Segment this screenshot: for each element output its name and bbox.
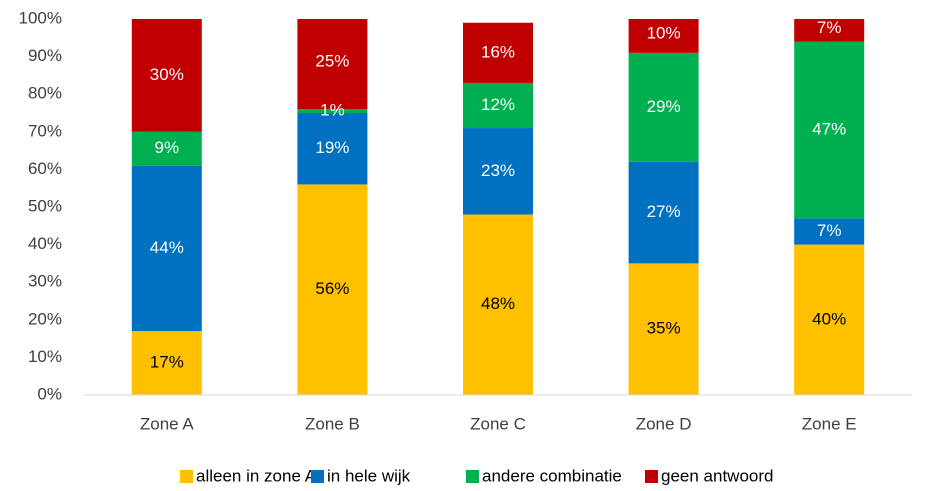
bar-segment — [463, 128, 533, 215]
legend-swatch — [645, 470, 658, 483]
bar-segment — [297, 109, 368, 113]
data-label: 25% — [315, 52, 349, 71]
bar-segment — [131, 165, 202, 332]
data-label: 48% — [481, 294, 515, 313]
y-tick-label: 50% — [28, 196, 62, 215]
bar-segment — [463, 82, 533, 129]
y-tick-label: 10% — [28, 347, 62, 366]
data-label: 56% — [315, 279, 349, 298]
y-tick-label: 30% — [28, 272, 62, 291]
data-label: 27% — [647, 202, 681, 221]
data-label: 30% — [150, 65, 184, 84]
y-tick-label: 80% — [28, 84, 62, 103]
legend-swatch — [311, 470, 324, 483]
bar-segment — [131, 19, 202, 132]
data-label: 35% — [647, 319, 681, 338]
bar-segment — [794, 218, 865, 245]
y-tick-label: 40% — [28, 234, 62, 253]
data-label: 16% — [481, 42, 515, 61]
y-tick-label: 60% — [28, 159, 62, 178]
y-tick-label: 70% — [28, 121, 62, 140]
data-label: 23% — [481, 161, 515, 180]
bar-segment — [794, 41, 865, 219]
legend-label: andere combinatie — [482, 466, 622, 485]
x-tick-label: Zone B — [305, 414, 360, 433]
y-tick-label: 20% — [28, 309, 62, 328]
data-label: 1% — [320, 101, 345, 120]
x-tick-label: Zone D — [636, 414, 692, 433]
data-label: 9% — [155, 138, 180, 157]
bar-segment — [463, 214, 533, 395]
bar-segment — [131, 131, 202, 166]
bar-segment — [297, 19, 368, 110]
data-label: 7% — [817, 18, 842, 37]
bar-segment — [297, 113, 368, 185]
data-label: 44% — [150, 238, 184, 257]
bar-segment — [794, 19, 865, 42]
x-tick-label: Zone C — [470, 414, 526, 433]
data-label: 7% — [817, 221, 842, 240]
legend-swatch — [180, 470, 193, 483]
legend-label: alleen in zone A — [196, 466, 317, 485]
bar-segment — [628, 19, 699, 53]
x-tick-label: Zone A — [140, 414, 195, 433]
bar-segment — [297, 184, 368, 395]
bar-segment — [463, 22, 533, 83]
data-label: 12% — [481, 95, 515, 114]
legend-swatch — [466, 470, 479, 483]
data-label: 17% — [150, 353, 184, 372]
data-label: 40% — [812, 309, 846, 328]
legend-label: in hele wijk — [327, 466, 411, 485]
y-tick-label: 90% — [28, 46, 62, 65]
bar-segment — [628, 161, 699, 264]
data-label: 10% — [647, 24, 681, 43]
legend-label: geen antwoord — [661, 466, 773, 485]
y-tick-label: 100% — [19, 8, 62, 27]
data-label: 29% — [647, 97, 681, 116]
data-label: 19% — [315, 138, 349, 157]
plot-area — [131, 19, 865, 395]
data-label: 47% — [812, 119, 846, 138]
x-tick-label: Zone E — [802, 414, 857, 433]
bar-segment — [131, 331, 202, 395]
y-tick-label: 0% — [37, 384, 62, 403]
bar-segment — [794, 244, 865, 395]
bar-segment — [628, 52, 699, 162]
bar-segment — [628, 263, 699, 395]
